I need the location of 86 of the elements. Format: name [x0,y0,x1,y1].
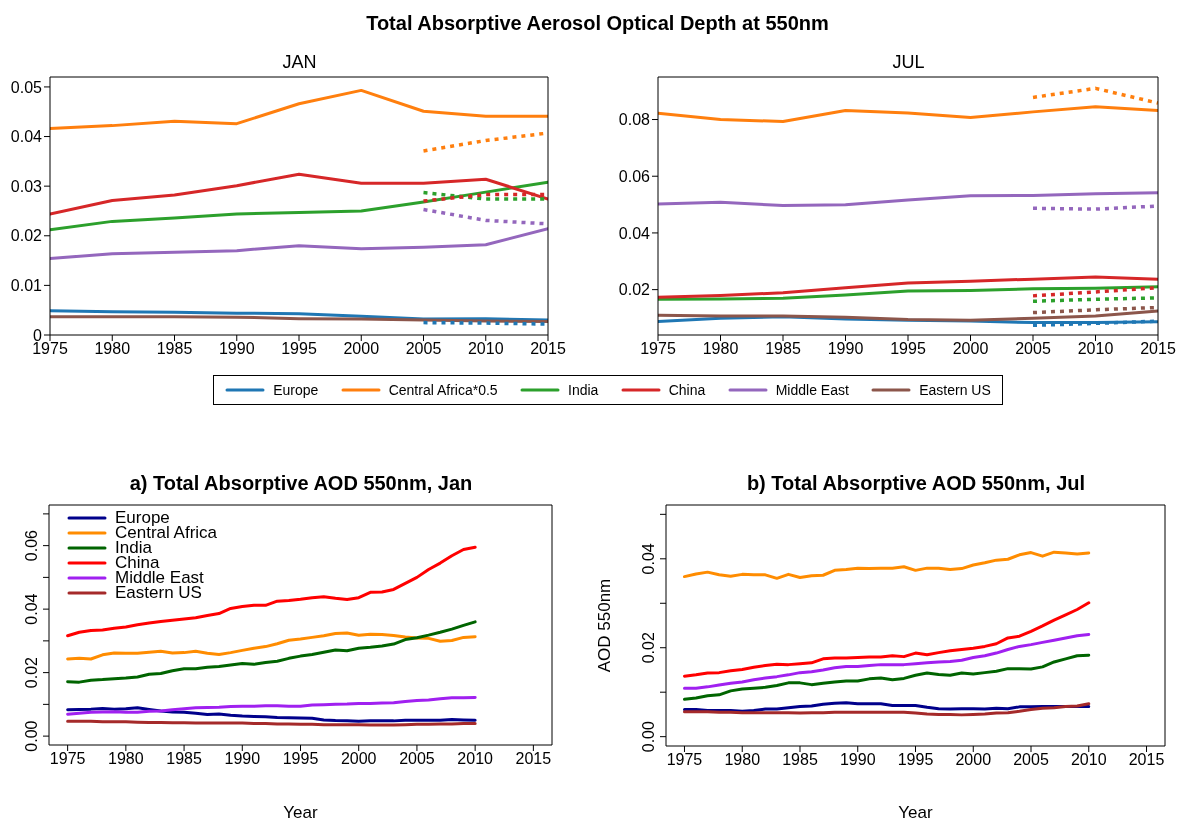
x-tick-label: 1995 [282,750,319,768]
y-axis-title: AOD 550nm [595,578,615,673]
x-tick-label: 1980 [702,340,739,358]
x-tick-label: 2005 [405,340,442,358]
y-tick-label: 0.00 [23,720,40,752]
x-tick-label: 1975 [666,751,703,769]
x-tick-label: 2015 [515,750,552,768]
line-series [682,550,1091,580]
x-tick-label: 2015 [1140,340,1176,358]
x-tick-label: 1995 [890,340,926,358]
line-series [658,275,1158,299]
x-tick-label: 2000 [340,750,377,768]
x-axis-title: Year [283,803,319,822]
y-tick-label: 0.06 [23,529,40,562]
x-tick-label: 2000 [955,751,992,769]
x-tick-label: 2005 [399,750,435,768]
x-axis-title: Year [898,803,934,822]
x-tick-label: 1990 [224,750,261,768]
x-tick-label: 2015 [1128,751,1165,769]
x-tick-label: 1985 [782,751,818,769]
y-tick-label: 0.02 [23,656,40,689]
legend-label: Central Africa*0.5 [388,382,498,398]
legend-label: Middle East [775,382,849,398]
line-series [658,191,1158,207]
chart-title: b) Total Absorptive AOD 550nm, Jul [745,472,1087,495]
legend-label: Europe [115,508,170,527]
y-tick-label: 0.04 [618,224,651,242]
chart-title: JUL [891,52,926,73]
x-tick-label: 1995 [897,751,934,769]
y-tick-label: 0.05 [10,78,43,96]
y-tick-label: 0.08 [618,111,651,129]
line-series [682,601,1091,678]
x-tick-label: 1975 [49,750,86,768]
legend-label: India [568,382,599,398]
line-series [682,702,1091,717]
y-tick-label: 0.04 [23,593,40,625]
line-series [682,653,1091,701]
x-tick-label: 1980 [94,340,131,358]
line-series [50,180,548,232]
chart-title: a) Total Absorptive AOD 550nm, Jan [128,472,474,495]
chart-subtitle: JAN [281,52,318,73]
legend-label: Europe [273,382,319,398]
x-tick-label: 1990 [839,751,876,769]
x-tick-label: 2005 [1015,340,1051,358]
y-tick-label: 0.04 [10,128,43,146]
x-tick-label: 1990 [218,340,255,358]
y-tick-label: 0.06 [618,167,651,185]
y-tick-label: 0.04 [640,543,657,575]
x-tick-label: 2005 [1013,751,1049,769]
x-tick-label: 2010 [457,750,494,768]
x-tick-label: 2010 [1070,751,1107,769]
x-tick-label: 2010 [1077,340,1114,358]
y-tick-label: 0.03 [10,177,43,195]
y-tick-label: 0.00 [640,720,657,753]
x-tick-label: 2000 [343,340,380,358]
y-tick-label: 0.02 [10,227,43,245]
line-series [66,706,477,723]
x-tick-label: 1985 [765,340,801,358]
x-tick-label: 1985 [166,750,202,768]
x-tick-label: 1985 [156,340,193,358]
line-series [66,620,477,684]
x-tick-label: 1980 [724,751,761,769]
x-tick-label: 1975 [32,340,68,358]
line-series [50,227,548,261]
x-tick-label: 1990 [827,340,864,358]
x-tick-label: 2015 [530,340,566,358]
x-tick-label: 1995 [281,340,317,358]
line-series [682,632,1091,690]
line-series [658,309,1158,322]
x-tick-label: 2000 [952,340,989,358]
text: Total Absorptive Aerosol Optical Depth at 550nm [365,12,830,35]
x-tick-label: 2010 [467,340,504,358]
line-series [658,105,1158,124]
y-tick-label: 0.02 [618,281,651,299]
x-tick-label: 1980 [108,750,144,768]
line-series [66,631,477,661]
line-series [50,172,548,216]
y-tick-label: 0.01 [10,277,43,295]
x-tick-label: 1975 [640,340,676,358]
legend-label: China [668,382,706,398]
line-series [50,309,548,322]
line-series [50,88,548,131]
legend-label: Eastern US [919,382,991,398]
y-tick-label: 0.02 [640,632,657,664]
line-series [66,695,477,716]
line-series [658,285,1158,301]
